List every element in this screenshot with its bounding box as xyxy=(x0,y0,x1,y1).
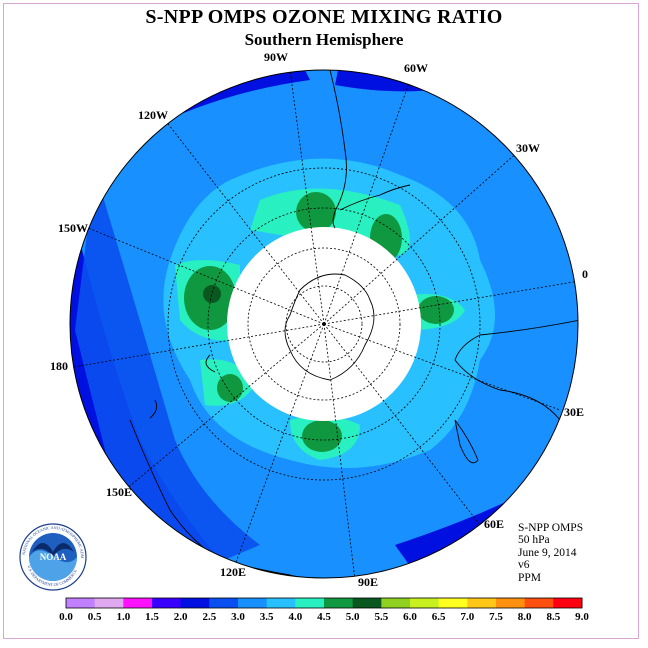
contour-4.5-north xyxy=(296,192,336,232)
info-block: S-NPP OMPS 50 hPa June 9, 2014 v6 PPM xyxy=(518,522,583,584)
noaa-logo: NOAA NATIONAL OCEANIC AND ATMOSPHERIC AD… xyxy=(18,522,87,591)
islands xyxy=(149,354,216,419)
info-level: 50 hPa xyxy=(518,534,550,547)
info-version: v6 xyxy=(518,559,530,572)
longitude-labels: 90W 60W 30W 0 30E 60E 90E 120E 150E 180 … xyxy=(50,50,588,589)
info-instrument: S-NPP OMPS xyxy=(518,522,584,534)
lon-label-90W: 90W xyxy=(264,50,288,64)
figure-frame xyxy=(3,3,639,639)
contour-4.5-east xyxy=(418,296,454,324)
contour-4.5-south xyxy=(302,420,342,452)
lon-label-180: 180 xyxy=(50,359,68,373)
lon-label-150W: 150W xyxy=(58,221,88,235)
antarctica-coast xyxy=(284,273,375,381)
madagascar-coast xyxy=(454,419,479,464)
contour-2.5-west xyxy=(75,170,260,570)
lon-label-0: 0 xyxy=(582,267,588,281)
contour-4.5-sw xyxy=(217,374,243,402)
map-subtitle: Southern Hemisphere xyxy=(244,30,404,49)
map-outline xyxy=(69,69,579,579)
lon-label-90E: 90E xyxy=(358,575,378,589)
lon-label-30E: 30E xyxy=(564,405,584,419)
info-date: June 9, 2014 xyxy=(518,546,577,559)
map-title: S-NPP OMPS OZONE MIXING RATIO xyxy=(145,6,503,28)
lon-label-60E: 60E xyxy=(484,517,504,531)
info-units: PPM xyxy=(518,571,542,584)
lon-label-30W: 30W xyxy=(516,141,540,155)
south-america-coast xyxy=(329,70,347,229)
lon-label-150E: 150E xyxy=(106,485,132,499)
meridian-lines xyxy=(70,70,578,578)
lon-label-60W: 60W xyxy=(404,61,428,75)
africa-coast xyxy=(454,319,578,421)
lon-label-120W: 120W xyxy=(138,108,168,122)
contour-5.0-west xyxy=(203,285,221,303)
lon-label-120E: 120E xyxy=(220,565,246,579)
south-pole-marker xyxy=(322,322,326,326)
drake-passage-coast xyxy=(339,184,411,211)
logo-text: NOAA xyxy=(40,552,67,562)
